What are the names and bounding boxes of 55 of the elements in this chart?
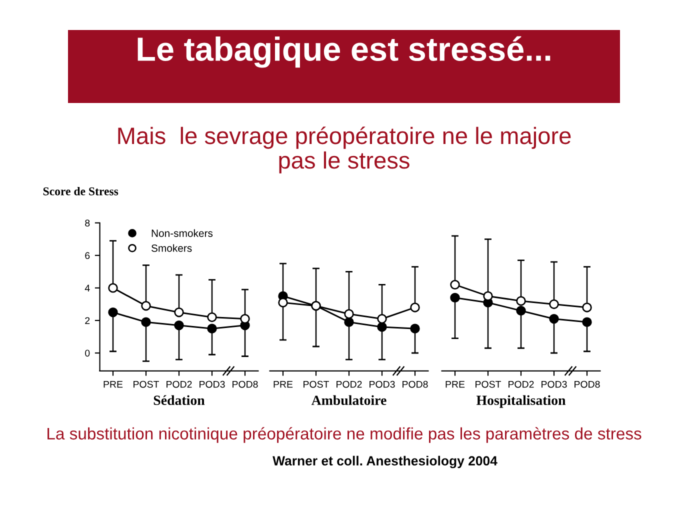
legend-label: Non-smokers	[152, 229, 213, 237]
point	[174, 307, 184, 318]
x-tick-label: POD8	[574, 380, 600, 388]
point	[483, 291, 493, 301]
legend-label: Smokers	[151, 244, 192, 252]
x-tick-label: POST	[476, 380, 502, 388]
point	[582, 317, 592, 327]
y-tick-label: 4	[84, 284, 90, 292]
text: Warner et coll. Anesthesiology 2004	[272, 456, 498, 468]
point	[377, 322, 387, 332]
point	[516, 296, 526, 306]
x-tick-label: POST	[304, 380, 330, 388]
x-tick-label: POD2	[336, 380, 362, 388]
x-tick-label: POD2	[508, 380, 534, 388]
point	[174, 320, 184, 330]
x-tick-label: POD2	[166, 380, 192, 388]
point	[410, 324, 420, 334]
x-axis-title: Ambulatoire	[311, 395, 386, 406]
point	[450, 292, 460, 303]
x-tick-label: PRE	[104, 380, 123, 388]
x-tick-label: POD8	[232, 380, 258, 388]
x-tick-label: POST	[134, 380, 160, 388]
x-tick-label: POD3	[200, 380, 225, 388]
x-axis-title: Hospitalisation	[476, 395, 566, 408]
point	[108, 283, 118, 293]
x-tick-label: PRE	[446, 380, 465, 388]
point	[410, 302, 420, 312]
point	[108, 307, 118, 318]
y-tick-label: 2	[85, 317, 90, 324]
point	[582, 302, 592, 312]
text: Le tabagique est stressé...	[138, 36, 550, 68]
x-axis-title: Sédation	[154, 395, 205, 406]
point	[207, 312, 217, 322]
x-tick-label: PRE	[274, 380, 293, 388]
y-tick-label: 0	[85, 350, 90, 357]
point	[240, 314, 250, 324]
y-tick-label: 8	[85, 220, 90, 226]
point	[549, 299, 559, 310]
point	[549, 314, 559, 324]
point	[278, 298, 288, 308]
x-tick-label: POD8	[402, 380, 428, 388]
text: La substitution nicotinique préopératoire ne modifie pas les paramètres de stress	[48, 427, 642, 443]
y-tick-label: 6	[85, 252, 90, 260]
text: Mais le sevrage préopératoire ne le majore pas le stress	[118, 126, 571, 174]
point	[207, 324, 217, 334]
point	[516, 306, 526, 316]
point	[141, 317, 151, 327]
x-tick-label: POD3	[370, 380, 395, 388]
x-tick-label: POD3	[542, 380, 567, 388]
point	[450, 280, 460, 290]
point	[344, 317, 354, 327]
point	[141, 300, 151, 311]
y-axis-title: Score de Stress	[43, 187, 118, 196]
point	[377, 314, 387, 324]
point	[344, 309, 354, 319]
